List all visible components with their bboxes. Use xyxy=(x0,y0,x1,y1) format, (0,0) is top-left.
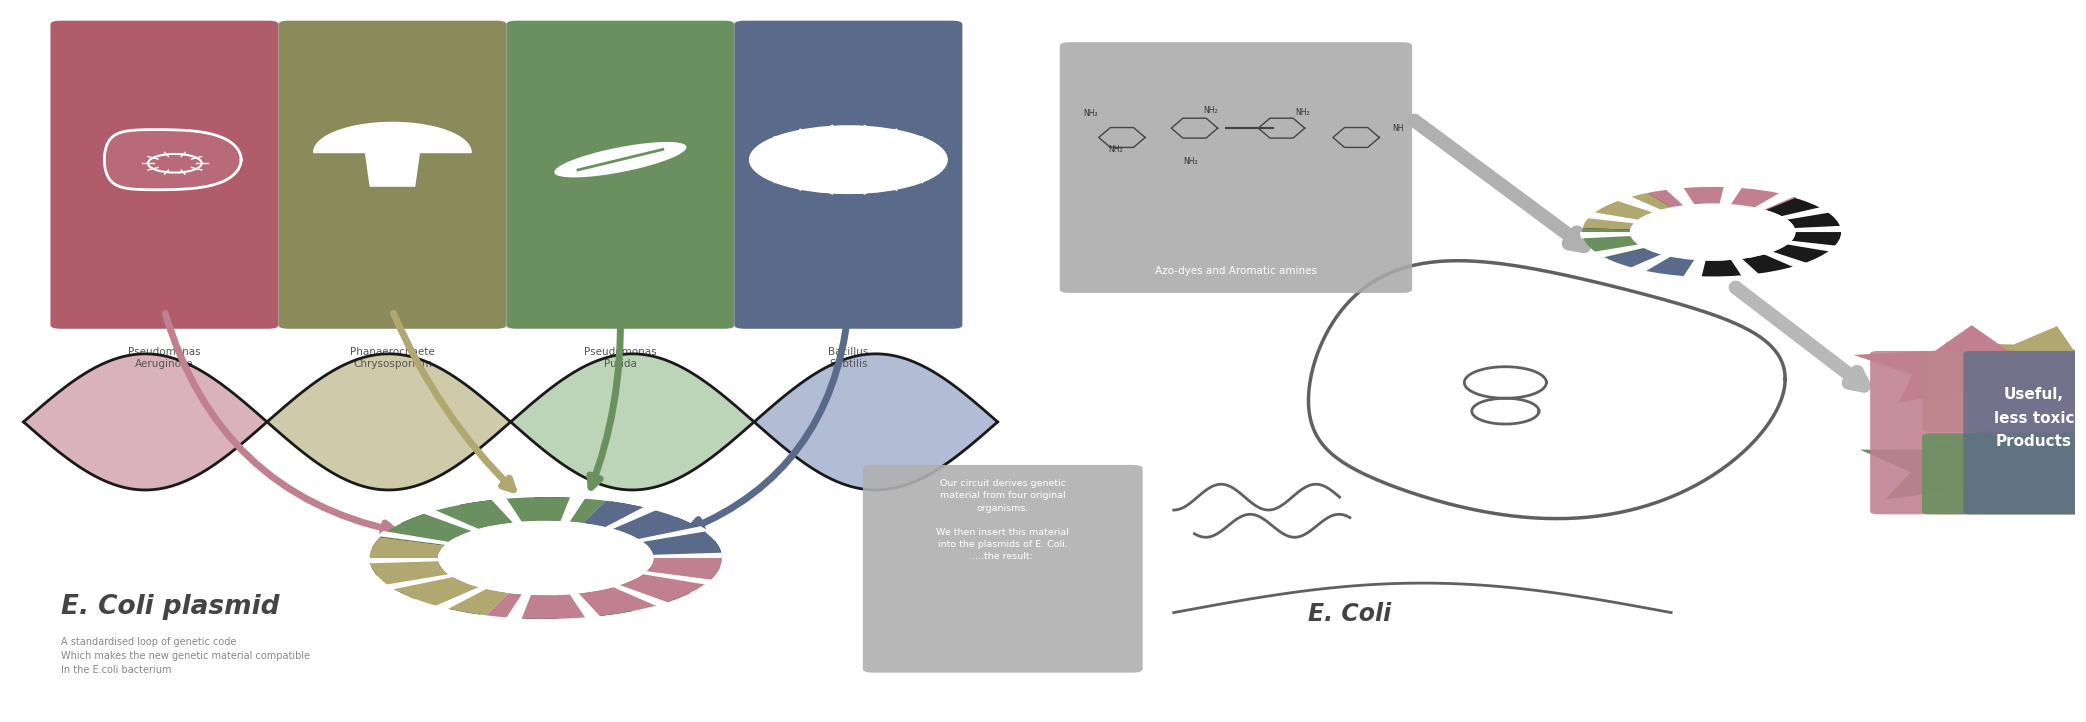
FancyBboxPatch shape xyxy=(734,21,962,329)
FancyBboxPatch shape xyxy=(50,21,277,329)
Wedge shape xyxy=(559,496,586,523)
Text: NH₂: NH₂ xyxy=(1295,108,1310,117)
Text: Pseudomonas
Aeruginosa: Pseudomonas Aeruginosa xyxy=(127,347,200,370)
Wedge shape xyxy=(626,517,705,542)
Wedge shape xyxy=(388,574,467,599)
Polygon shape xyxy=(104,129,242,190)
Circle shape xyxy=(438,521,653,595)
Polygon shape xyxy=(365,187,419,197)
Wedge shape xyxy=(567,591,601,619)
Wedge shape xyxy=(490,497,524,525)
FancyBboxPatch shape xyxy=(1060,42,1412,293)
Wedge shape xyxy=(1683,258,1706,278)
FancyBboxPatch shape xyxy=(864,465,1143,673)
Text: NH₂: NH₂ xyxy=(1108,145,1122,155)
FancyBboxPatch shape xyxy=(1871,351,2086,514)
Wedge shape xyxy=(436,587,505,614)
Wedge shape xyxy=(384,573,459,590)
Wedge shape xyxy=(1781,240,1840,252)
FancyBboxPatch shape xyxy=(507,21,734,329)
FancyBboxPatch shape xyxy=(1963,351,2086,514)
Wedge shape xyxy=(369,558,442,575)
Wedge shape xyxy=(459,499,522,526)
Text: A standardised loop of genetic code
Which makes the new genetic material compati: A standardised loop of genetic code Whic… xyxy=(60,637,311,675)
Text: NH₂: NH₂ xyxy=(1083,109,1097,118)
Wedge shape xyxy=(1579,232,1638,238)
Wedge shape xyxy=(1777,206,1832,220)
Wedge shape xyxy=(638,570,713,585)
Wedge shape xyxy=(1752,193,1796,212)
Wedge shape xyxy=(632,526,709,543)
Wedge shape xyxy=(507,594,557,619)
Circle shape xyxy=(811,147,887,173)
Polygon shape xyxy=(365,152,419,197)
Wedge shape xyxy=(365,558,444,563)
Text: E. Coli: E. Coli xyxy=(1308,602,1391,626)
Polygon shape xyxy=(1944,326,2086,394)
Wedge shape xyxy=(534,497,584,522)
Wedge shape xyxy=(505,592,532,619)
Wedge shape xyxy=(1594,243,1648,258)
FancyBboxPatch shape xyxy=(1921,351,2086,432)
Wedge shape xyxy=(603,506,659,531)
Wedge shape xyxy=(613,579,690,606)
Wedge shape xyxy=(1617,196,1665,214)
Wedge shape xyxy=(486,558,722,619)
Text: Azo-dyes and Aromatic amines: Azo-dyes and Aromatic amines xyxy=(1156,266,1316,277)
Wedge shape xyxy=(1583,188,1842,277)
Text: NH₂: NH₂ xyxy=(1183,157,1197,165)
Text: NH₂: NH₂ xyxy=(1204,105,1218,115)
FancyBboxPatch shape xyxy=(1921,433,2086,514)
Text: Bacillus
Subtilis: Bacillus Subtilis xyxy=(828,347,868,370)
Wedge shape xyxy=(1581,228,1648,258)
Wedge shape xyxy=(1606,248,1698,277)
Wedge shape xyxy=(371,531,448,552)
Text: E. Coli plasmid: E. Coli plasmid xyxy=(60,593,280,620)
Wedge shape xyxy=(1719,186,1742,206)
Text: Pseudomonas
Putida: Pseudomonas Putida xyxy=(584,347,657,370)
Wedge shape xyxy=(647,552,726,558)
Wedge shape xyxy=(380,497,607,545)
Wedge shape xyxy=(649,541,722,558)
FancyBboxPatch shape xyxy=(277,21,507,329)
Circle shape xyxy=(1629,204,1796,261)
Wedge shape xyxy=(421,509,482,533)
Wedge shape xyxy=(434,586,490,610)
Ellipse shape xyxy=(555,142,686,178)
Text: NH: NH xyxy=(1391,123,1404,133)
Polygon shape xyxy=(313,123,471,152)
Wedge shape xyxy=(569,591,632,617)
Text: Useful,
less toxic
Products: Useful, less toxic Products xyxy=(1994,388,2073,449)
Wedge shape xyxy=(1729,257,1761,277)
Wedge shape xyxy=(1583,193,1673,230)
Polygon shape xyxy=(1921,412,2086,487)
Wedge shape xyxy=(642,564,720,584)
Wedge shape xyxy=(1648,187,1796,211)
Wedge shape xyxy=(1788,226,1846,232)
Wedge shape xyxy=(378,531,455,546)
Wedge shape xyxy=(582,501,722,558)
Text: Phanaerochaete
Chrysosporium: Phanaerochaete Chrysosporium xyxy=(350,347,434,370)
Wedge shape xyxy=(369,537,509,615)
Text: Our circuit derives genetic
material from four original
organisms.

We then inse: Our circuit derives genetic material fro… xyxy=(937,479,1070,561)
Wedge shape xyxy=(586,502,655,529)
Wedge shape xyxy=(1585,212,1644,224)
Wedge shape xyxy=(609,583,670,606)
Polygon shape xyxy=(1861,426,2086,506)
Wedge shape xyxy=(1761,251,1809,268)
Wedge shape xyxy=(401,510,478,536)
Circle shape xyxy=(749,126,947,194)
Wedge shape xyxy=(1665,187,1696,207)
Wedge shape xyxy=(1629,253,1673,271)
Polygon shape xyxy=(1854,325,2086,403)
